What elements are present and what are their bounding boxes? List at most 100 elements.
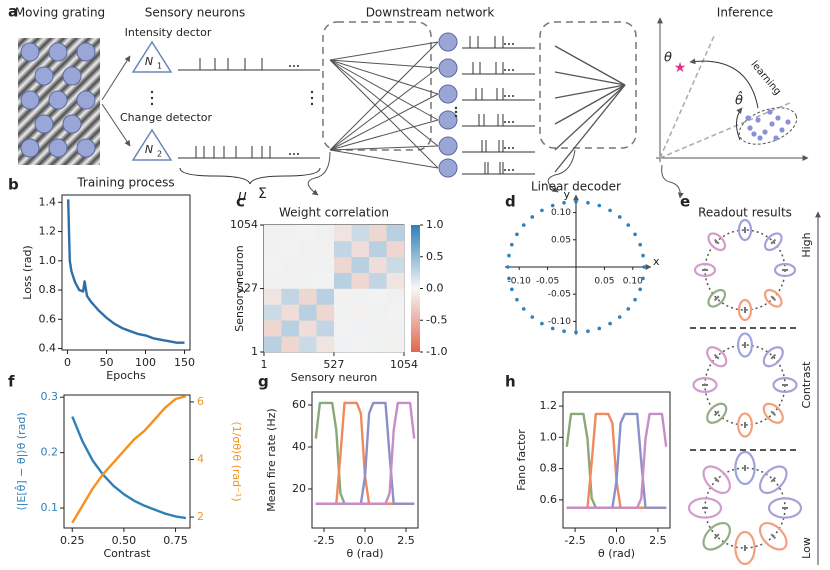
readout	[763, 232, 783, 252]
line	[315, 401, 415, 505]
cell	[281, 240, 300, 258]
dots	[289, 153, 291, 155]
panel-a: a Moving grating Sensory neurons Downstr…	[8, 3, 809, 204]
x-tick-label: 0.05	[594, 277, 614, 287]
dots	[508, 69, 510, 71]
point	[638, 242, 642, 247]
cell	[281, 288, 300, 305]
dot	[20, 138, 40, 158]
y-tick-label: -0.10	[548, 317, 572, 327]
readout-arrow	[770, 295, 777, 302]
y-tick-label: -0.05	[548, 290, 571, 300]
panel-label: f	[8, 373, 15, 391]
readout	[706, 346, 728, 368]
dots	[293, 65, 295, 67]
x-axis-label: θ (rad)	[598, 547, 635, 560]
point	[521, 307, 526, 311]
arrow	[307, 151, 331, 196]
dots	[512, 69, 514, 71]
link	[554, 84, 626, 99]
dots	[297, 65, 299, 67]
y-tick-label: 0.10	[551, 208, 571, 218]
dots	[454, 106, 458, 110]
estimate	[785, 119, 791, 125]
heading: Downstream network	[366, 6, 495, 20]
point	[530, 215, 535, 219]
label: Change detector	[120, 111, 213, 124]
chart-title: Training process	[76, 176, 174, 190]
brace	[179, 167, 321, 185]
arrow	[547, 149, 576, 193]
heading: Inference	[717, 6, 773, 20]
x-axis-label: Sensory neuron	[291, 371, 377, 384]
readout-arrow	[713, 533, 720, 540]
label: Intensity dector	[125, 26, 212, 39]
y-tick-label: 1054	[230, 218, 258, 231]
cell	[299, 320, 317, 337]
cell	[334, 288, 352, 305]
dots	[293, 153, 295, 155]
cell	[386, 336, 405, 353]
point	[550, 326, 555, 331]
cell	[351, 256, 370, 273]
y-tick-label: 1.0	[540, 430, 558, 443]
y-tick-label: 1.2	[540, 399, 558, 412]
point	[515, 297, 519, 302]
readout	[758, 521, 788, 551]
cell	[386, 304, 405, 321]
dots	[508, 95, 510, 97]
plot-frame	[63, 394, 191, 529]
y-tick-label: 0.1	[41, 501, 59, 514]
y2-axis-label: ⟨1/σθ⟩θ (rad⁻¹)	[230, 421, 243, 501]
dots	[508, 121, 510, 123]
line	[71, 395, 187, 524]
dots	[512, 43, 514, 45]
link	[329, 59, 439, 169]
colorbar-label: 0.5	[426, 250, 444, 263]
cell	[264, 225, 282, 242]
unit	[438, 110, 458, 130]
readout-arrow	[770, 533, 777, 540]
readout	[702, 465, 732, 495]
dots	[504, 69, 506, 71]
cell	[369, 225, 387, 242]
dots	[454, 110, 458, 114]
line	[67, 199, 185, 344]
x-tick-label: -0.10	[508, 277, 532, 287]
link	[329, 41, 439, 151]
cell	[316, 240, 335, 258]
colorbar-label: 0.0	[426, 282, 444, 295]
cell	[281, 320, 300, 337]
x-tick-label: 2.5	[649, 534, 667, 547]
x-tick-label: 0.0	[608, 534, 626, 547]
link	[329, 59, 439, 121]
cell	[316, 304, 335, 321]
panel-e: e Readout results High Contrast Low	[680, 193, 821, 566]
y-tick-label: 60	[292, 398, 306, 411]
link	[554, 45, 626, 86]
dots	[508, 169, 510, 171]
dots	[150, 96, 154, 100]
point	[633, 232, 637, 237]
x-axis-label: x	[653, 255, 660, 268]
cell	[334, 304, 352, 321]
title: Readout results	[698, 206, 792, 220]
dot	[62, 66, 82, 86]
y-tick-label: 0.6	[39, 312, 57, 325]
cell	[281, 256, 300, 273]
cell	[351, 240, 370, 258]
point	[626, 223, 631, 227]
estimate	[747, 125, 753, 131]
line	[315, 401, 416, 505]
x-tick-label: 150	[174, 356, 195, 369]
link	[329, 93, 439, 151]
point	[641, 253, 645, 258]
point	[550, 203, 555, 208]
chart-title: Linear decoder	[531, 180, 621, 194]
y2-tick-label: 6	[197, 395, 204, 408]
x-tick-label: 0.75	[163, 534, 188, 547]
estimate	[773, 135, 779, 141]
link	[554, 84, 626, 125]
cell	[386, 240, 405, 258]
point	[507, 276, 511, 281]
